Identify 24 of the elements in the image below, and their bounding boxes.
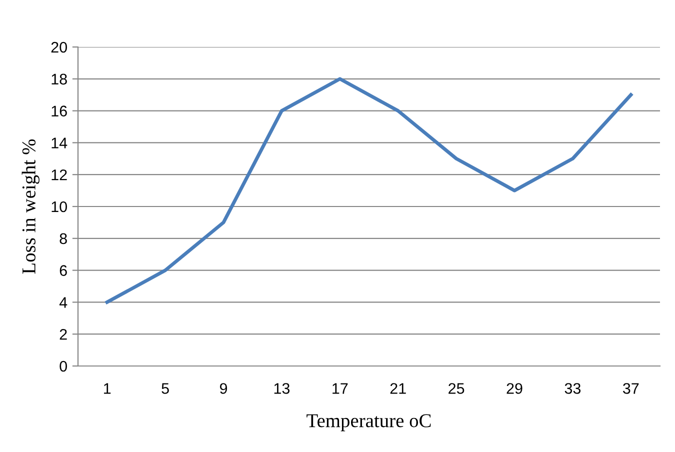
x-tick-label: 29 <box>506 383 522 394</box>
y-tick-label: 14 <box>52 138 68 148</box>
x-tick-label: 21 <box>390 383 406 394</box>
y-tick-label: 6 <box>60 265 67 276</box>
x-axis-title: Temperature oC <box>306 414 431 432</box>
x-tick-label: 1 <box>104 383 111 394</box>
x-tick-label: 37 <box>622 383 639 394</box>
y-tick-label: 8 <box>60 233 67 244</box>
x-tick-label: 13 <box>274 383 290 394</box>
y-tick-label: 20 <box>51 42 67 53</box>
x-tick-label: 9 <box>220 383 228 394</box>
y-tick-label: 2 <box>60 328 67 340</box>
y-tick-label: 18 <box>52 74 67 85</box>
y-tick-label: 4 <box>59 297 68 308</box>
y-tick-label: 0 <box>60 360 67 372</box>
line-series <box>105 77 633 304</box>
y-tick-label: 12 <box>52 169 67 180</box>
x-tick-label: 33 <box>564 383 581 394</box>
y-axis-title: Loss in weight % <box>22 139 40 274</box>
y-tick-label: 16 <box>52 106 67 116</box>
x-tick-label: 25 <box>448 383 464 394</box>
x-tick-label: 17 <box>332 383 348 394</box>
x-tick-label: 5 <box>162 383 169 394</box>
y-tick-label: 10 <box>52 201 67 212</box>
